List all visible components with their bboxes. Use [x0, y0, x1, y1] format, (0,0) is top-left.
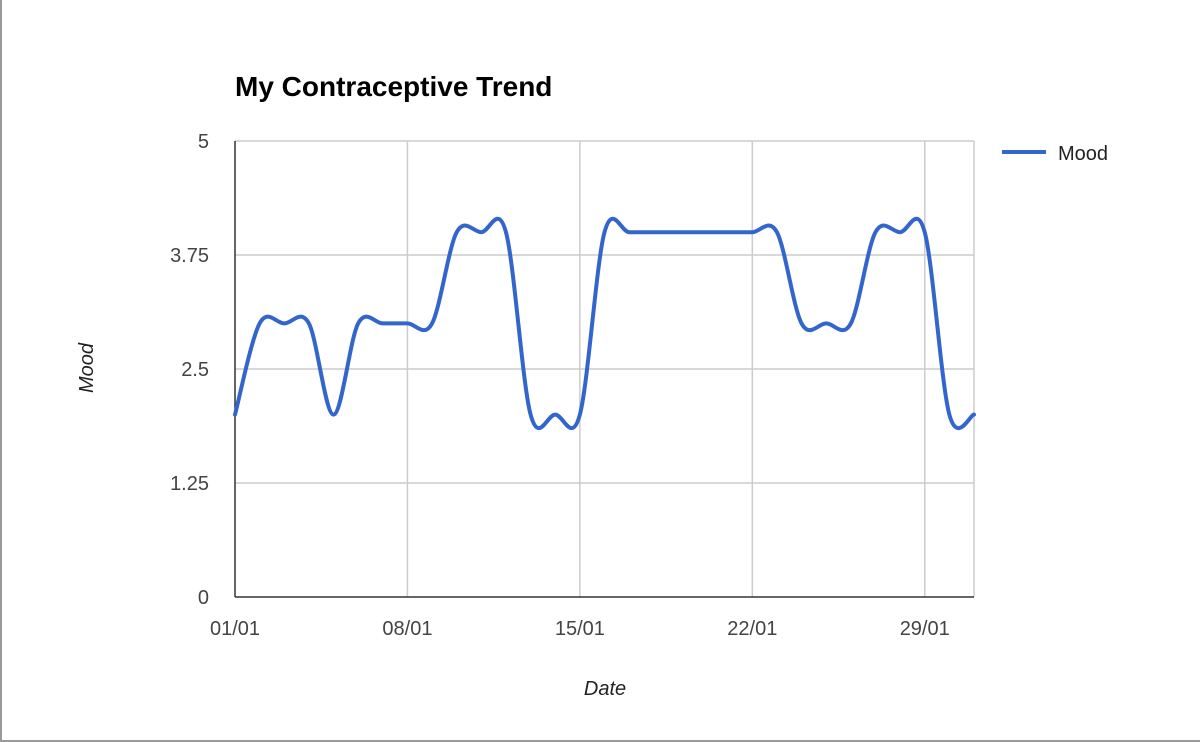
- series-line-mood: [233, 216, 976, 431]
- x-tick-label: 22/01: [727, 618, 777, 640]
- chart-grid: [235, 140, 975, 597]
- legend: Mood: [1002, 143, 1108, 165]
- y-tick-label: 1.25: [170, 473, 209, 495]
- chart-ticks: 0 1.25 2.5 3.75 5 01/01 08/01 15/01 22/01 29/01: [170, 131, 950, 640]
- chart-axes: [234, 141, 974, 598]
- x-tick-label: 08/01: [382, 618, 432, 640]
- chart-title: My Contraceptive Trend: [235, 71, 552, 102]
- plot-area: [233, 216, 976, 431]
- y-tick-label: 3.75: [170, 245, 209, 267]
- x-tick-label: 15/01: [555, 618, 605, 640]
- y-tick-label: 2.5: [181, 359, 209, 381]
- x-tick-label: 01/01: [210, 618, 260, 640]
- y-axis-title: Mood: [76, 342, 98, 393]
- x-axis-title: Date: [584, 678, 626, 700]
- x-tick-label: 29/01: [900, 618, 950, 640]
- legend-label: Mood: [1058, 143, 1108, 165]
- y-tick-label: 0: [198, 587, 209, 609]
- y-tick-label: 5: [198, 131, 209, 153]
